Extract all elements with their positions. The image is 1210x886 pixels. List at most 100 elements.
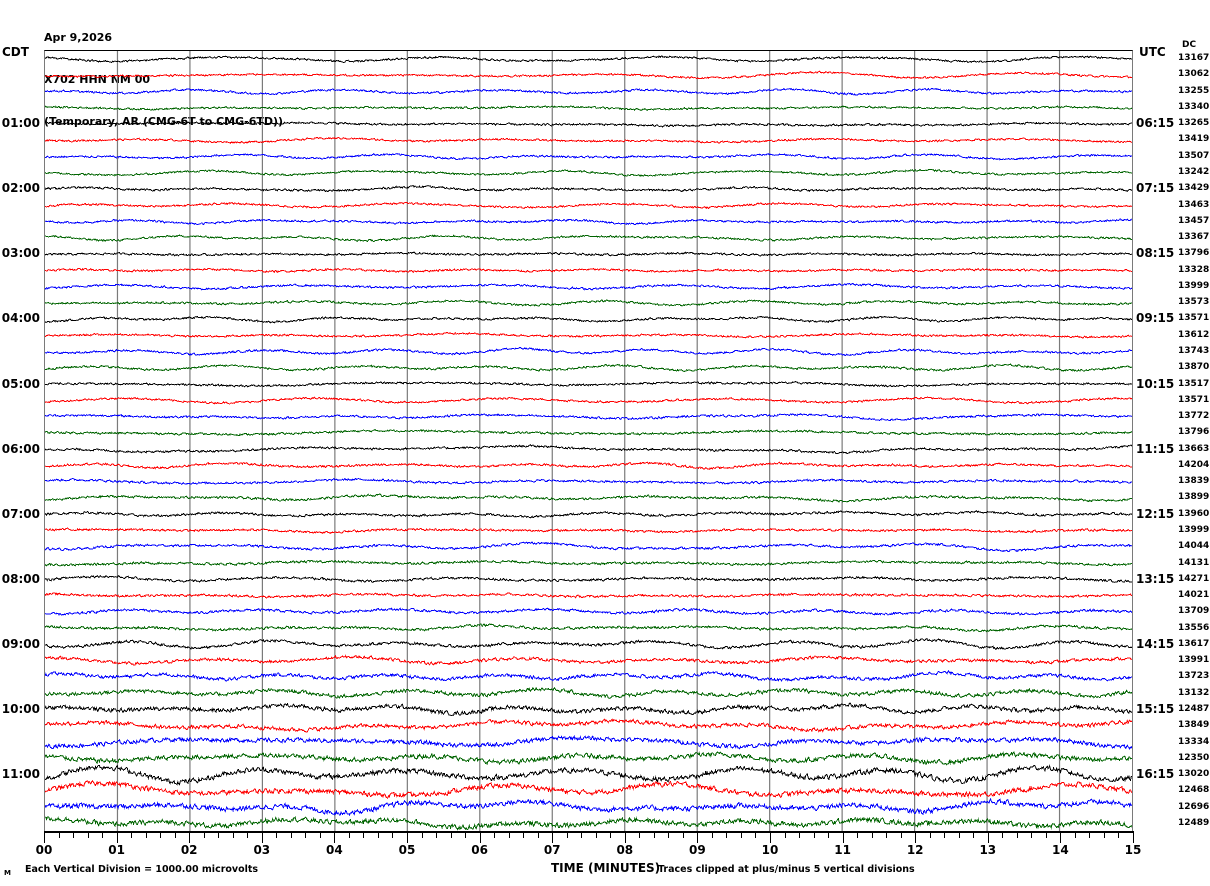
minute-tick-minor <box>740 831 742 838</box>
minute-tick-major <box>987 831 989 843</box>
right-time-label: 15:15 <box>1136 701 1175 716</box>
minute-tick-major <box>189 831 191 843</box>
minute-tick-minor <box>639 831 641 838</box>
minute-label: 12 <box>906 843 924 857</box>
dc-value: 13255 <box>1178 85 1210 96</box>
minute-label: 00 <box>35 843 53 857</box>
minute-label: 02 <box>180 843 198 857</box>
minute-label: 14 <box>1052 843 1069 857</box>
dc-value: 14271 <box>1178 573 1210 584</box>
minute-tick-major <box>770 831 771 843</box>
dc-value: 12489 <box>1178 817 1210 828</box>
left-time-label: 04:00 <box>1 311 40 326</box>
dc-value: 13960 <box>1178 508 1210 519</box>
right-time-label: 14:15 <box>1136 636 1175 651</box>
minute-tick-minor <box>450 831 452 838</box>
m-glyph: M <box>4 869 11 877</box>
dc-value: 13517 <box>1178 378 1210 389</box>
minute-tick-major <box>552 831 554 843</box>
minute-tick-major <box>915 831 917 843</box>
minute-tick-minor <box>784 831 786 838</box>
minute-tick-major <box>44 831 45 843</box>
minute-tick-minor <box>929 831 931 838</box>
minute-tick-major <box>1133 831 1134 843</box>
minute-tick-minor <box>421 831 423 838</box>
dc-value: 13328 <box>1178 264 1210 275</box>
dc-values-column: 13167 13062 13255 13340 13265 13419 13507 13242… <box>1178 50 1210 831</box>
minute-tick-minor <box>392 831 394 838</box>
left-time-label: 08:00 <box>1 571 40 586</box>
minute-tick-minor <box>610 831 612 838</box>
minute-tick-minor <box>363 831 365 838</box>
minute-tick-minor <box>755 831 757 838</box>
minute-tick-minor <box>348 831 350 838</box>
right-timezone-label: UTC <box>1139 45 1166 59</box>
minute-tick-minor <box>1089 831 1091 838</box>
dc-value: 13242 <box>1178 167 1210 178</box>
minute-tick-major <box>261 831 263 843</box>
right-time-label: 13:15 <box>1136 571 1175 586</box>
minute-tick-minor <box>218 831 220 838</box>
right-time-label: 11:15 <box>1136 441 1175 456</box>
right-time-label: 09:15 <box>1136 311 1175 326</box>
clip-note: Traces clipped at plus/minus 5 vertical … <box>658 864 915 875</box>
dc-value: 14204 <box>1178 459 1210 470</box>
minute-label: 06 <box>471 843 488 857</box>
minute-tick-minor <box>1118 831 1120 838</box>
dc-value: 13367 <box>1178 232 1210 243</box>
minute-tick-minor <box>828 831 830 838</box>
dc-value: 14021 <box>1178 590 1210 601</box>
minute-tick-minor <box>682 831 684 838</box>
left-time-label: 03:00 <box>1 246 40 261</box>
minute-label: 07 <box>543 843 561 857</box>
minute-tick-minor <box>305 831 307 838</box>
minute-tick-minor <box>566 831 568 838</box>
dc-value: 14044 <box>1178 541 1210 552</box>
minute-tick-minor <box>900 831 902 838</box>
right-time-label: 06:15 <box>1136 116 1175 131</box>
dc-value: 13429 <box>1178 183 1210 194</box>
minute-tick-minor <box>1103 831 1105 838</box>
dc-value: 13265 <box>1178 118 1210 129</box>
minute-label: 04 <box>326 843 343 857</box>
minute-label: 01 <box>108 843 125 857</box>
left-time-label: 01:00 <box>1 116 40 131</box>
dc-value: 13999 <box>1178 524 1210 535</box>
minute-tick-major <box>407 831 408 843</box>
dc-value: 12696 <box>1178 801 1210 812</box>
dc-value: 13612 <box>1178 329 1210 340</box>
dc-value: 13709 <box>1178 606 1210 617</box>
left-time-label: 07:00 <box>1 506 40 521</box>
minute-tick-minor <box>247 831 249 838</box>
minute-tick-minor <box>1045 831 1047 838</box>
minute-tick-minor <box>1016 831 1018 838</box>
minute-label: 13 <box>979 843 997 857</box>
minute-tick-major <box>334 831 336 843</box>
right-time-label: 16:15 <box>1136 767 1175 782</box>
trace-lines <box>45 55 1132 831</box>
minute-tick-minor <box>711 831 713 838</box>
minute-tick-minor <box>174 831 176 838</box>
scale-note: Each Vertical Division = 1000.00 microvo… <box>25 864 259 875</box>
right-time-label: 07:15 <box>1136 181 1175 196</box>
dc-value: 13772 <box>1178 411 1210 422</box>
minute-tick-minor <box>58 831 60 838</box>
minute-tick-major <box>624 831 626 843</box>
axis-baseline <box>44 831 1133 833</box>
minute-tick-minor <box>958 831 960 838</box>
minute-tick-minor <box>1074 831 1076 838</box>
dc-value: 14131 <box>1178 557 1210 568</box>
minute-label: 15 <box>1124 843 1142 857</box>
left-time-label: 09:00 <box>1 636 40 651</box>
left-time-label: 10:00 <box>1 701 40 716</box>
dc-value: 13062 <box>1178 69 1210 80</box>
minute-tick-minor <box>857 831 859 838</box>
minute-tick-minor <box>508 831 510 838</box>
minute-tick-minor <box>436 831 438 838</box>
minute-tick-minor <box>595 831 597 838</box>
left-time-label: 02:00 <box>1 181 40 196</box>
seismogram-plot[interactable] <box>44 50 1133 831</box>
dc-value: 13796 <box>1178 427 1210 438</box>
minute-tick-major <box>697 831 699 843</box>
dc-value: 13999 <box>1178 280 1210 291</box>
